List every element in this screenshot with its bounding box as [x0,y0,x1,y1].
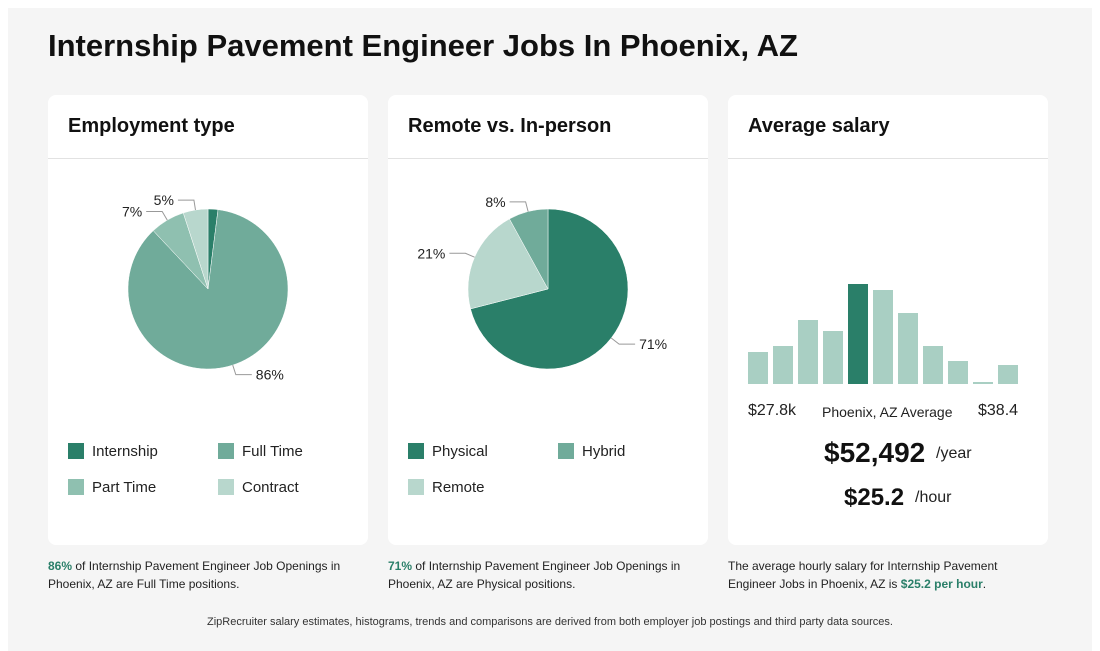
histogram-bar-average [848,284,868,384]
employment-data-label: 5% [154,192,174,208]
page-title: Internship Pavement Engineer Jobs In Pho… [48,28,798,63]
remote-label-leader [509,201,529,212]
legend-swatch [408,443,424,459]
remote-slice-hybrid [509,208,549,290]
salary-range-label: Phoenix, AZ Average [822,404,953,420]
histogram-bar [923,346,943,384]
legend-swatch [218,443,234,459]
remote-vs-in-person-pie-chart: 71% 21% 8% [417,194,667,370]
remote-slice-remote [467,218,549,310]
legend-label: Part Time [92,478,157,496]
employment-type-card: Employment type 86% 7% 5% Internship Full … [48,95,368,545]
salary-histogram [748,284,1018,384]
employment-label-leader [177,199,196,211]
salary-range-max: $38.4 [978,402,1019,419]
legend-part-time: Part Time [68,478,156,496]
legend-contract: Contract [218,478,299,496]
legend-label: Hybrid [582,442,626,460]
card-divider [48,158,368,159]
legend-label: Contract [242,478,299,496]
legend-swatch [68,443,84,459]
average-salary-card: Average salary $27.8k Phoenix, AZ Averag… [728,95,1048,545]
remote-vs-in-person-card: Remote vs. In-person 71% 21% 8% Physical H… [388,95,708,545]
histogram-bar [948,361,968,384]
note-text: of Internship Pavement Engineer Job Open… [48,559,341,591]
legend-hybrid: Hybrid [558,442,625,460]
employment-data-label: 86% [256,367,284,383]
legend-label: Full Time [242,442,303,460]
card-divider [388,158,708,159]
card-divider [728,158,1048,159]
note-highlight: 86% [48,559,73,573]
remote-data-label: 71% [639,336,667,352]
remote-vs-in-person-title: Remote vs. In-person [408,115,612,137]
note-highlight: $25.2 per hour [900,577,983,591]
histogram-bar [973,382,993,384]
remote-slice-physical [470,208,629,370]
legend-label: Physical [432,442,488,460]
yearly-salary: $52,492 [824,437,926,468]
salary-range-min: $27.8k [748,402,797,419]
employment-slice-contract [182,208,209,290]
legend-swatch [68,479,84,495]
employment-type-note: 86% of Internship Pavement Engineer Job … [48,557,368,593]
histogram-bar [998,365,1018,384]
histogram-bar [823,331,843,384]
employment-type-pie-chart: 86% 7% 5% [122,192,289,383]
legend-swatch [408,479,424,495]
remote-data-label: 21% [417,245,445,261]
remote-note: 71% of Internship Pavement Engineer Job … [388,557,708,593]
legend-swatch [218,479,234,495]
employment-slice-full-time [127,209,289,370]
salary-note: The average hourly salary for Internship… [728,557,1018,593]
average-salary-title: Average salary [748,115,890,137]
employment-label-leader [146,211,168,221]
legend-swatch [558,443,574,459]
histogram-bar [748,352,768,384]
employment-type-title: Employment type [68,115,235,137]
remote-label-leader [610,337,636,345]
histogram-bar [773,346,793,384]
legend-full-time: Full Time [218,442,303,460]
remote-label-leader [449,252,475,258]
employment-label-leader [232,364,252,376]
hourly-salary: $25.2 [844,484,905,511]
yearly-salary-unit: /year [936,445,972,462]
note-end: . [982,577,987,591]
legend-label: Remote [432,478,485,496]
legend-physical: Physical [408,442,488,460]
salary-report: Internship Pavement Engineer Jobs In Pho… [8,8,1092,651]
histogram-bar [798,320,818,384]
histogram-bar [873,290,893,384]
note-text: The average hourly salary for Internship… [728,559,998,591]
legend-remote: Remote [408,478,485,496]
histogram-bar [898,313,918,384]
footer-disclaimer: ZipRecruiter salary estimates, histogram… [207,616,893,628]
note-text: of Internship Pavement Engineer Job Open… [388,559,681,591]
employment-data-label: 7% [122,204,142,220]
remote-data-label: 8% [485,194,505,210]
legend-internship: Internship [68,442,158,460]
legend-label: Internship [92,442,158,460]
hourly-salary-unit: /hour [915,489,952,506]
note-highlight: 71% [388,559,413,573]
